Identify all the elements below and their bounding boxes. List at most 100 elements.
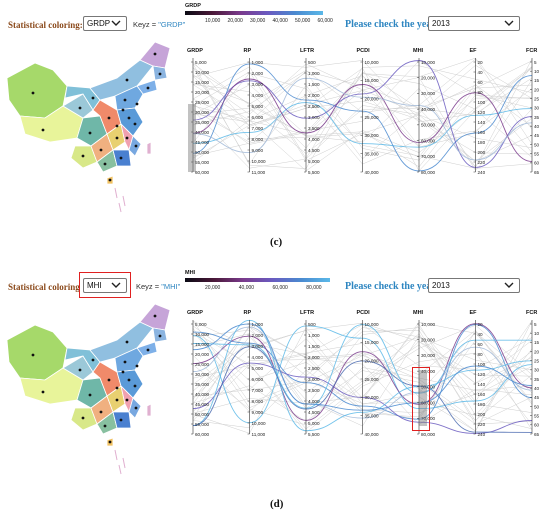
mhi-brush-highlight	[412, 367, 430, 431]
chevron-down-icon	[111, 282, 121, 288]
keyz-prefix: Keyz =	[133, 20, 159, 29]
axis-tick-label: 9,000	[252, 410, 264, 415]
axis-tick-label: 500	[308, 322, 316, 327]
axis-tick-label: 30,000	[195, 372, 209, 377]
axis-tick-label: 20,000	[365, 358, 379, 363]
axis-fcr[interactable]: FCR 5 10 15 20 25 30 35 40 45 50 55 60 65	[526, 310, 540, 437]
axis-tick-label: 15	[534, 340, 540, 345]
axis-tick-label: 60,000	[421, 138, 435, 143]
statistical-coloring-label: Statistical coloring	[8, 282, 80, 292]
axis-grdp[interactable]: GRDP 5,000 10,000 15,000 20,000 25,000 30,000 3…	[187, 310, 209, 437]
axis-title: GRDP	[187, 48, 203, 54]
axis-pcdi[interactable]: PCDI 10,000 15,000 20,000 25,000 30,000 35,000…	[357, 310, 379, 437]
axis-ef[interactable]: EF 20 40 60 80 100 120 140 160 180 200 220 240	[470, 310, 486, 437]
axis-tick-label: 8,000	[252, 137, 264, 142]
coloring-select[interactable]: GRDP	[83, 16, 127, 31]
year-select[interactable]: 2013	[428, 278, 520, 293]
axis-tick-label: 20	[534, 87, 540, 92]
keyz-value: "MHI"	[161, 282, 181, 291]
axis-tick-label: 8,000	[252, 399, 264, 404]
year-label: Please check the year:	[345, 281, 440, 292]
axis-title: MHI	[413, 48, 424, 54]
axis-grdp[interactable]: GRDP 5,000 10,000 15,000 20,000 25,000 30,000 3…	[187, 48, 209, 175]
panel-caption: (c)	[270, 236, 283, 248]
axis-tick-label: 120	[478, 110, 486, 115]
axis-tick-label: 7,000	[252, 126, 264, 131]
axis-tick-label: 500	[308, 60, 316, 65]
statistical-coloring-label: Statistical coloring:	[8, 20, 83, 30]
china-map[interactable]	[5, 300, 180, 480]
axis-ef[interactable]: EF 20 40 60 80 100 120 140 160 180 200 220 240	[470, 48, 486, 175]
axis-tick-label: 65	[534, 170, 540, 175]
axis-tick-label: 4,500	[308, 410, 320, 415]
axis-tick-label: 40,000	[421, 369, 435, 374]
axis-tick-label: 70,000	[421, 154, 435, 159]
axis-fcr[interactable]: FCR 5 10 15 20 25 30 35 40 45 50 55 60 65	[526, 48, 540, 175]
axis-tick-label: 3,000	[308, 115, 320, 120]
axis-tick-label: 35,000	[365, 151, 379, 156]
axis-tick-label: 10	[534, 69, 540, 74]
axis-tick-label: 30,000	[195, 110, 209, 115]
axis-tick-label: 120	[478, 372, 486, 377]
map-south-sea-islands	[114, 449, 126, 475]
mhi-axis-brush[interactable]	[419, 370, 427, 426]
axis-tick-label: 3,000	[252, 82, 264, 87]
axis-tick-label: 6,000	[252, 377, 264, 382]
coloring-select[interactable]: MHI	[83, 278, 127, 293]
year-select[interactable]: 2013	[428, 16, 520, 31]
panel-c: Statistical coloring: GRDP Keyz = "GRDP"…	[0, 0, 550, 248]
axis-tick-label: 30	[534, 368, 540, 373]
axis-title: PCDI	[357, 310, 371, 316]
axis-rp[interactable]: RP 1,000 2,000 3,000 4,000 5,000 6,000 7,000 8,0…	[244, 48, 266, 175]
axis-tick-label: 10,000	[365, 60, 379, 65]
axis-tick-label: 30,000	[421, 353, 435, 358]
axis-tick-label: 20,000	[421, 76, 435, 81]
axis-tick-label: 40,000	[365, 170, 379, 175]
axis-tick-label: 40	[534, 124, 540, 129]
coloring-select-highlight	[79, 272, 131, 298]
keyz-text: Keyz = "MHI"	[136, 282, 180, 291]
axis-tick-label: 20	[478, 60, 484, 65]
keyz-prefix: Keyz =	[136, 282, 162, 291]
parallel-coordinates-plot[interactable]: GRDP 5,000 10,000 15,000 20,000 25,000 30,000 3…	[185, 40, 550, 220]
axis-tick-label: 3,500	[308, 388, 320, 393]
axis-tick-label: 240	[478, 170, 486, 175]
axis-tick-label: 5,000	[195, 60, 207, 65]
chevron-down-icon	[111, 20, 121, 26]
axis-tick-label: 5,500	[308, 170, 320, 175]
axis-tick-label: 4,500	[308, 148, 320, 153]
axis-tick-label: 45	[534, 395, 540, 400]
axis-tick-label: 30,000	[365, 133, 379, 138]
axis-tick-label: 50	[534, 404, 540, 409]
axis-tick-label: 60	[478, 342, 484, 347]
grdp-axis-brush[interactable]	[188, 104, 196, 172]
axis-tick-label: 25,000	[365, 377, 379, 382]
parallel-coordinates-plot[interactable]: GRDP 5,000 10,000 15,000 20,000 25,000 30,000 3…	[185, 302, 550, 482]
axis-tick-label: 25,000	[195, 100, 209, 105]
axis-tick-label: 30,000	[365, 395, 379, 400]
axis-tick-label: 2,500	[308, 366, 320, 371]
china-map[interactable]	[5, 38, 180, 218]
axis-tick-label: 7,000	[252, 388, 264, 393]
axis-tick-label: 80,000	[421, 432, 435, 437]
panel-caption: (d)	[270, 498, 284, 510]
axis-tick-label: 1,500	[308, 82, 320, 87]
highlighted-polyline	[192, 324, 533, 420]
axis-tick-label: 20,000	[195, 90, 209, 95]
axis-tick-label: 55	[534, 413, 540, 418]
axis-tick-label: 10,000	[421, 322, 435, 327]
axis-title: GRDP	[187, 310, 203, 316]
axis-pcdi[interactable]: PCDI 10,000 15,000 20,000 25,000 30,000 35,000…	[357, 48, 379, 175]
axis-tick-label: 5,000	[252, 366, 264, 371]
axis-tick-label: 60,000	[195, 432, 209, 437]
axis-mhi[interactable]: MHI 10,000 20,000 30,000 40,000 50,000 60,000 7…	[413, 48, 435, 175]
axis-lftr[interactable]: LFTR 500 1,000 1,500 2,000 2,500 3,000 3,500 4,0…	[300, 310, 320, 437]
axis-title: EF	[470, 310, 478, 316]
axis-rp[interactable]: RP 1,000 2,000 3,000 4,000 5,000 6,000 7,000 8,0…	[244, 310, 266, 437]
axis-tick-label: 45,000	[195, 402, 209, 407]
axis-tick-label: 80	[478, 90, 484, 95]
axis-mhi[interactable]: MHI 10,000 20,000 30,000 40,000 50,000 60,000 7…	[413, 310, 435, 437]
axis-tick-label: 50,000	[195, 150, 209, 155]
axis-tick-label: 5,500	[308, 432, 320, 437]
axis-lftr[interactable]: LFTR 500 1,000 1,500 2,000 2,500 3,000 3,500 4,0…	[300, 48, 320, 175]
